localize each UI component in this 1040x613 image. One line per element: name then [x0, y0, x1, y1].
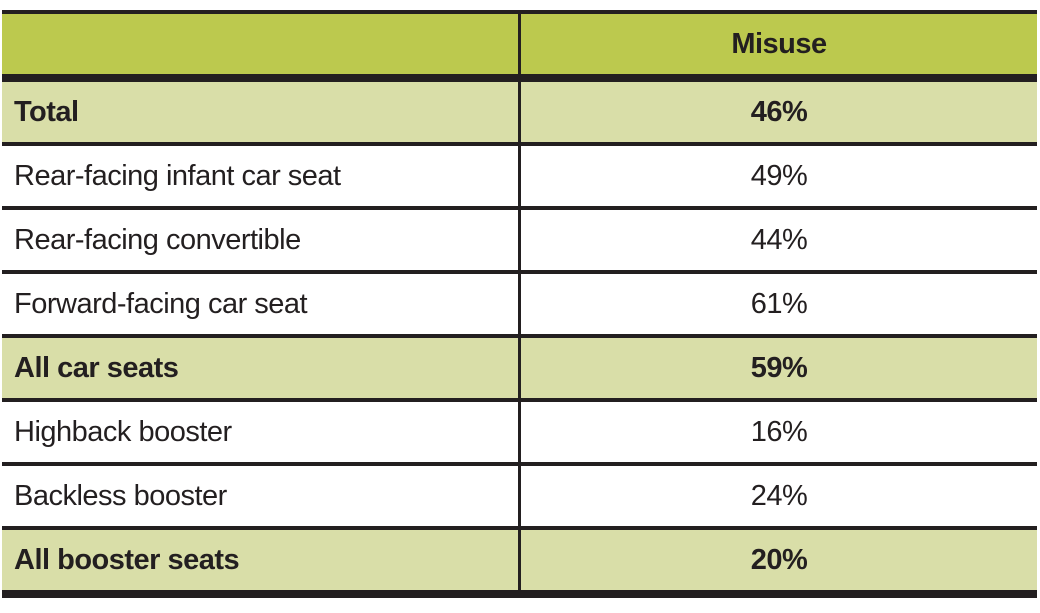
row-value-cell: 59% [518, 336, 1037, 402]
row-value-cell: 44% [518, 208, 1037, 274]
table-row-rear-facing-convertible: Rear-facing convertible 44% [2, 208, 1037, 274]
row-label-cell: Rear-facing infant car seat [2, 144, 520, 210]
header-label-cell [2, 12, 520, 82]
row-label-cell: Forward-facing car seat [2, 272, 520, 338]
table-row-rear-facing-infant: Rear-facing infant car seat 49% [2, 144, 1037, 210]
misuse-table: Misuse Total 46% Rear-facing infant car … [2, 10, 1037, 598]
row-value-cell: 46% [518, 78, 1037, 146]
table-body: Total 46% Rear-facing infant car seat 49… [2, 78, 1037, 594]
table-header: Misuse [2, 12, 1037, 82]
row-value-cell: 49% [518, 144, 1037, 210]
table-row-all-booster-seats: All booster seats 20% [2, 528, 1037, 594]
header-row: Misuse [2, 12, 1037, 82]
row-label-cell: All booster seats [2, 528, 520, 594]
header-misuse-cell: Misuse [518, 12, 1037, 82]
row-value-cell: 20% [518, 528, 1037, 594]
row-label-cell: Highback booster [2, 400, 520, 466]
row-value-cell: 61% [518, 272, 1037, 338]
row-label-cell: All car seats [2, 336, 520, 402]
table-row-backless-booster: Backless booster 24% [2, 464, 1037, 530]
row-value-cell: 16% [518, 400, 1037, 466]
row-label-cell: Backless booster [2, 464, 520, 530]
table-row-forward-facing: Forward-facing car seat 61% [2, 272, 1037, 338]
table-row-total: Total 46% [2, 78, 1037, 146]
table-row-all-car-seats: All car seats 59% [2, 336, 1037, 402]
row-value-cell: 24% [518, 464, 1037, 530]
row-label-cell: Total [2, 78, 520, 146]
row-label-cell: Rear-facing convertible [2, 208, 520, 274]
table-row-highback-booster: Highback booster 16% [2, 400, 1037, 466]
